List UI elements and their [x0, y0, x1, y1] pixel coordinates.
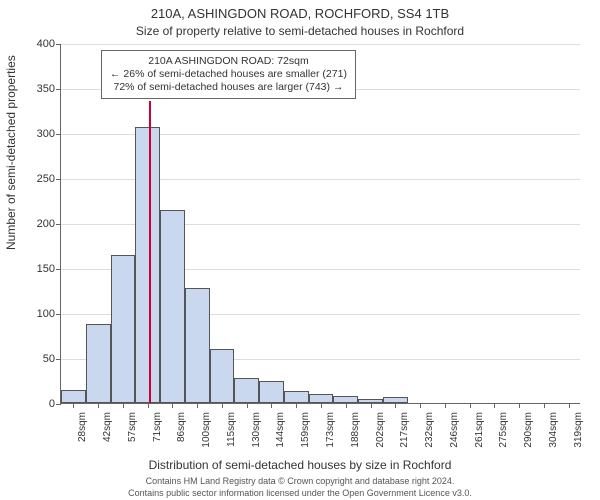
x-tick — [197, 403, 198, 408]
x-tick-label: 290sqm — [523, 412, 534, 460]
x-tick-label: 246sqm — [449, 412, 460, 460]
y-tick — [56, 359, 61, 360]
histogram-bar — [210, 349, 235, 403]
x-tick — [172, 403, 173, 408]
marker-line — [149, 101, 151, 403]
y-tick — [56, 134, 61, 135]
footer-line-1: Contains HM Land Registry data © Crown c… — [0, 476, 600, 486]
histogram-bar — [160, 210, 185, 404]
x-tick — [247, 403, 248, 408]
annotation-line-3: 72% of semi-detached houses are larger (… — [110, 81, 347, 94]
y-tick-label: 150 — [15, 263, 55, 275]
x-tick-label: 71sqm — [152, 412, 163, 460]
x-tick-label: 100sqm — [201, 412, 212, 460]
x-tick-label: 173sqm — [325, 412, 336, 460]
x-tick-label: 144sqm — [275, 412, 286, 460]
y-tick-label: 100 — [15, 308, 55, 320]
histogram-bar — [185, 288, 210, 403]
annotation-box: 210A ASHINGDON ROAD: 72sqm ← 26% of semi… — [101, 50, 356, 99]
chart-title-sub: Size of property relative to semi-detach… — [0, 24, 600, 38]
x-tick — [395, 403, 396, 408]
footer-line-2: Contains public sector information licen… — [0, 488, 600, 498]
x-tick — [420, 403, 421, 408]
y-tick-label: 250 — [15, 173, 55, 185]
y-tick — [56, 44, 61, 45]
x-tick-label: 188sqm — [350, 412, 361, 460]
x-tick-label: 130sqm — [251, 412, 262, 460]
x-tick — [445, 403, 446, 408]
y-tick-label: 50 — [15, 353, 55, 365]
x-tick-label: 304sqm — [548, 412, 559, 460]
x-tick — [271, 403, 272, 408]
chart-title-main: 210A, ASHINGDON ROAD, ROCHFORD, SS4 1TB — [0, 6, 600, 21]
x-axis-label: Distribution of semi-detached houses by … — [0, 458, 600, 472]
y-tick-label: 400 — [15, 38, 55, 50]
x-tick-label: 86sqm — [176, 412, 187, 460]
x-tick — [470, 403, 471, 408]
x-tick — [544, 403, 545, 408]
x-tick-label: 57sqm — [127, 412, 138, 460]
y-tick — [56, 89, 61, 90]
x-tick-label: 275sqm — [498, 412, 509, 460]
x-tick — [321, 403, 322, 408]
chart-container: 210A, ASHINGDON ROAD, ROCHFORD, SS4 1TB … — [0, 0, 600, 500]
gridline — [61, 44, 580, 45]
x-tick-label: 232sqm — [424, 412, 435, 460]
x-tick-label: 202sqm — [375, 412, 386, 460]
x-tick — [371, 403, 372, 408]
x-tick — [296, 403, 297, 408]
annotation-line-2: ← 26% of semi-detached houses are smalle… — [110, 68, 347, 81]
x-tick — [519, 403, 520, 408]
histogram-bar — [259, 381, 284, 404]
x-tick — [73, 403, 74, 408]
y-tick — [56, 269, 61, 270]
x-tick — [123, 403, 124, 408]
x-tick — [98, 403, 99, 408]
histogram-bar — [86, 324, 111, 403]
y-tick — [56, 224, 61, 225]
y-tick — [56, 404, 61, 405]
y-tick — [56, 179, 61, 180]
x-tick-label: 217sqm — [399, 412, 410, 460]
x-tick-label: 159sqm — [300, 412, 311, 460]
histogram-bar — [111, 255, 136, 404]
annotation-line-1: 210A ASHINGDON ROAD: 72sqm — [110, 55, 347, 68]
x-tick — [494, 403, 495, 408]
x-tick — [222, 403, 223, 408]
y-tick-label: 0 — [15, 398, 55, 410]
histogram-bar — [234, 378, 259, 403]
x-tick — [148, 403, 149, 408]
histogram-bar — [333, 396, 358, 403]
x-tick-label: 28sqm — [77, 412, 88, 460]
x-tick — [569, 403, 570, 408]
y-tick-label: 300 — [15, 128, 55, 140]
x-tick — [346, 403, 347, 408]
histogram-bar — [61, 390, 86, 404]
x-tick-label: 261sqm — [474, 412, 485, 460]
x-tick-label: 42sqm — [102, 412, 113, 460]
y-tick-label: 200 — [15, 218, 55, 230]
histogram-bar — [135, 127, 160, 403]
x-tick-label: 115sqm — [226, 412, 237, 460]
plot-area: 05010015020025030035040028sqm42sqm57sqm7… — [60, 44, 580, 404]
y-tick-label: 350 — [15, 83, 55, 95]
y-tick — [56, 314, 61, 315]
x-tick-label: 319sqm — [573, 412, 584, 460]
histogram-bar — [309, 394, 334, 403]
histogram-bar — [284, 391, 309, 403]
